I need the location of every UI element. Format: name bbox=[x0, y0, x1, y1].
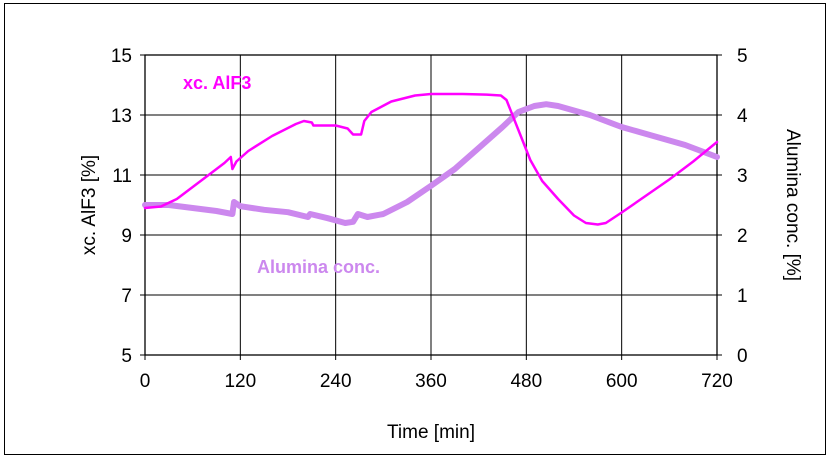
x-tick-label: 120 bbox=[224, 371, 256, 392]
y-left-tick-label: 15 bbox=[111, 46, 132, 67]
x-tick-label: 360 bbox=[415, 371, 447, 392]
x-tick-label: 480 bbox=[510, 371, 542, 392]
y-right-tick-label: 5 bbox=[737, 46, 748, 67]
x-tick-label: 600 bbox=[606, 371, 638, 392]
y-right-tick-label: 4 bbox=[737, 106, 748, 127]
y-left-tick-label: 13 bbox=[111, 106, 132, 127]
y-axis-left-title: xc. AlF3 [%] bbox=[79, 155, 100, 255]
y-right-tick-label: 2 bbox=[737, 226, 748, 247]
y-left-tick-label: 5 bbox=[121, 346, 132, 367]
series-line-alf3 bbox=[143, 92, 719, 226]
x-tick-label: 240 bbox=[320, 371, 352, 392]
x-axis-title: Time [min] bbox=[387, 422, 475, 443]
y-right-tick-label: 3 bbox=[737, 166, 748, 187]
y-axis-right-title: Alumina conc. [%] bbox=[782, 129, 803, 281]
x-tick-label: 720 bbox=[701, 371, 733, 392]
series-layer bbox=[142, 92, 720, 226]
chart-frame bbox=[4, 3, 826, 455]
series-label-alumina: Alumina conc. bbox=[257, 257, 380, 277]
y-left-tick-label: 11 bbox=[112, 166, 132, 187]
y-left-tick-label: 7 bbox=[121, 286, 132, 307]
grid-lines bbox=[140, 54, 722, 360]
y-right-tick-label: 1 bbox=[737, 286, 748, 307]
x-tick-label: 0 bbox=[140, 371, 151, 392]
y-left-tick-label: 9 bbox=[121, 226, 132, 247]
series-line-alumina bbox=[142, 101, 720, 226]
series-label-alf3: xc. AlF3 bbox=[183, 73, 251, 93]
tick-labels: 0 120 240 360 480 600 720 5 7 9 11 13 15 0 1 2 3 4 5 bbox=[111, 46, 748, 392]
y-right-tick-label: 0 bbox=[737, 346, 748, 367]
